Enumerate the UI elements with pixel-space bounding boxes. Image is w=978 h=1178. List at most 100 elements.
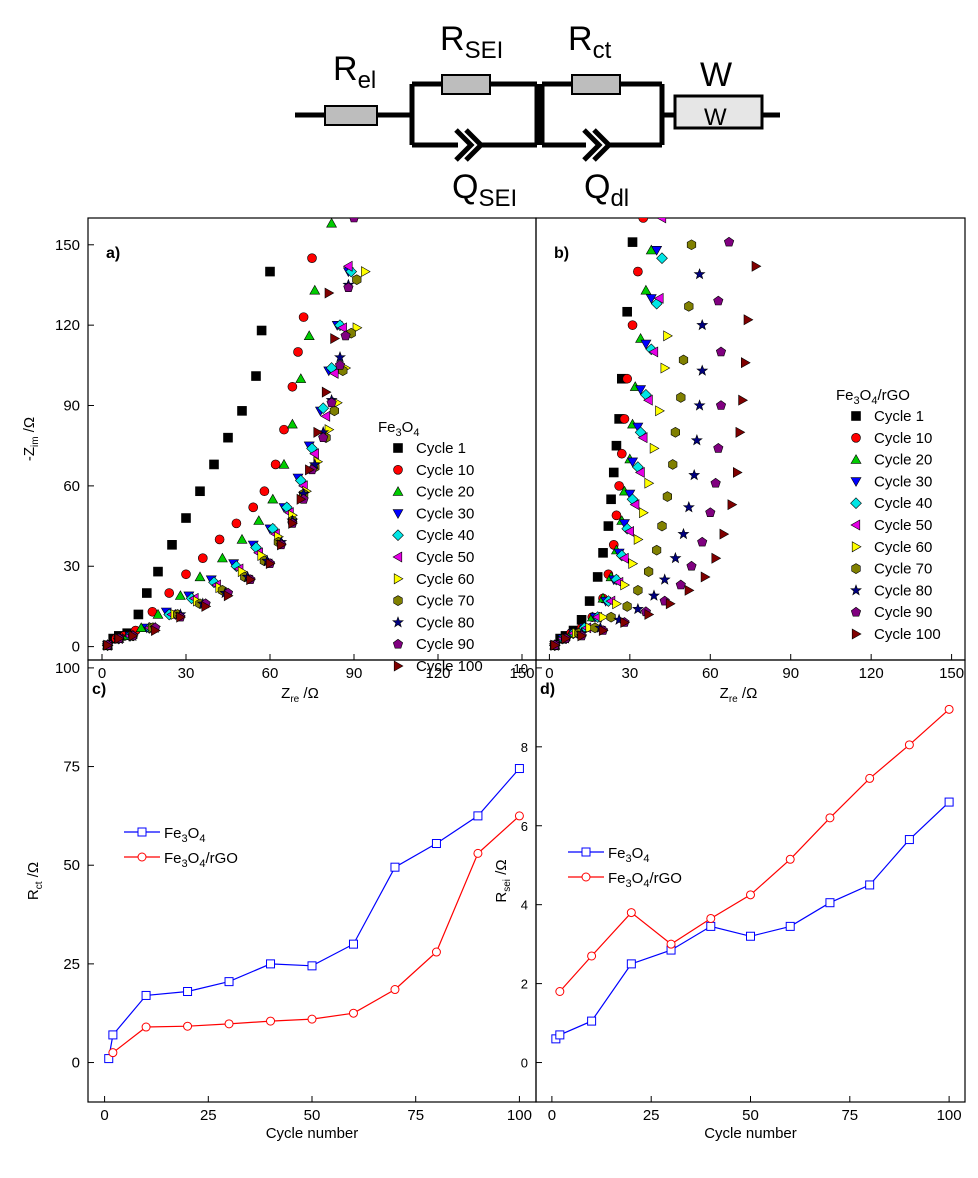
data-point xyxy=(224,1019,234,1029)
data-point xyxy=(514,764,524,774)
data-point xyxy=(223,432,233,443)
legend-label: Cycle 40 xyxy=(874,495,932,512)
legend-label: Cycle 1 xyxy=(874,408,924,425)
data-point xyxy=(334,360,346,370)
y-tick-label: 2 xyxy=(521,977,528,992)
data-point xyxy=(677,527,690,540)
data-point xyxy=(584,596,595,606)
data-point xyxy=(248,502,258,513)
x-tick-label: 75 xyxy=(841,1107,858,1124)
data-point xyxy=(640,339,652,350)
data-point xyxy=(675,579,686,590)
equivalent-circuit xyxy=(295,74,780,162)
data-point xyxy=(181,569,191,580)
data-point xyxy=(613,613,626,625)
y-axis-label: Rsei /Ω xyxy=(493,859,513,902)
data-point xyxy=(293,347,303,357)
legend-marker xyxy=(392,529,404,542)
data-point xyxy=(267,493,279,504)
data-point xyxy=(640,284,652,295)
data-point xyxy=(678,354,689,366)
legend-label: Cycle 100 xyxy=(874,626,941,643)
data-point xyxy=(108,1030,118,1040)
data-point xyxy=(705,507,716,518)
data-point xyxy=(651,246,663,256)
data-point xyxy=(253,515,265,525)
data-point xyxy=(153,566,163,577)
resistor-r-el-symbol xyxy=(324,105,378,126)
legend-label: Cycle 80 xyxy=(874,582,932,599)
panel-label: c) xyxy=(92,681,106,698)
data-point xyxy=(194,571,206,582)
data-point xyxy=(555,987,565,996)
data-point xyxy=(944,704,954,714)
legend-label: Cycle 60 xyxy=(874,539,932,556)
data-point xyxy=(174,590,186,600)
data-point xyxy=(825,898,835,908)
data-point xyxy=(348,939,358,949)
data-point xyxy=(614,481,624,491)
data-point xyxy=(164,588,174,598)
data-point xyxy=(622,306,632,317)
data-point xyxy=(608,467,619,478)
data-point xyxy=(735,426,746,438)
data-point xyxy=(390,862,400,872)
data-point xyxy=(108,1048,118,1058)
data-point xyxy=(643,394,653,406)
y-tick-label: 60 xyxy=(63,478,80,495)
y-axis-label: -Zim /Ω xyxy=(21,417,41,461)
x-tick-label: 90 xyxy=(346,665,363,682)
data-point xyxy=(616,448,627,459)
legend-label: Cycle 90 xyxy=(416,636,474,653)
data-point xyxy=(288,517,298,529)
data-point xyxy=(622,373,632,384)
data-point xyxy=(715,400,727,410)
legend-marker xyxy=(137,827,147,837)
legend-marker xyxy=(850,584,862,596)
data-point xyxy=(209,459,219,470)
data-point xyxy=(746,890,755,900)
data-point xyxy=(634,466,645,478)
data-point xyxy=(587,1016,597,1026)
data-point xyxy=(550,639,561,651)
legend-label: Fe3O4/rGO xyxy=(608,870,682,890)
data-point xyxy=(629,499,640,511)
y-tick-label: 150 xyxy=(55,237,80,254)
legend-label: Fe3O4/rGO xyxy=(164,850,238,870)
data-point xyxy=(627,457,639,468)
label-r-sei: RSEI xyxy=(440,20,503,64)
data-point xyxy=(587,951,597,961)
data-point xyxy=(598,611,609,623)
data-point xyxy=(713,443,724,453)
data-point xyxy=(287,381,298,392)
legend-marker xyxy=(850,497,862,510)
data-point xyxy=(639,507,649,519)
y-tick-label: 0 xyxy=(521,1056,528,1071)
legend-label: Cycle 90 xyxy=(874,604,932,621)
x-tick-label: 30 xyxy=(178,665,195,682)
data-point xyxy=(706,921,716,931)
legend-title: Fe3O4 xyxy=(378,419,419,439)
legend-marker xyxy=(851,541,862,553)
data-point xyxy=(195,486,205,497)
data-point xyxy=(286,418,298,429)
data-point xyxy=(622,601,632,612)
data-point xyxy=(141,1022,151,1032)
legend-label: Cycle 30 xyxy=(874,473,932,490)
legend-marker xyxy=(850,477,862,487)
data-point xyxy=(727,499,738,511)
y-tick-label: 6 xyxy=(521,819,528,834)
data-point xyxy=(431,839,441,849)
data-point xyxy=(723,236,735,247)
resistor-r-sei-symbol xyxy=(441,74,491,95)
data-point xyxy=(307,1014,317,1024)
data-point xyxy=(663,330,673,342)
data-point xyxy=(865,880,875,890)
data-point xyxy=(648,346,659,358)
x-tick-label: 0 xyxy=(548,1107,556,1124)
data-point xyxy=(337,322,347,334)
data-point xyxy=(645,294,657,304)
data-point xyxy=(635,385,647,396)
data-point xyxy=(658,573,671,585)
